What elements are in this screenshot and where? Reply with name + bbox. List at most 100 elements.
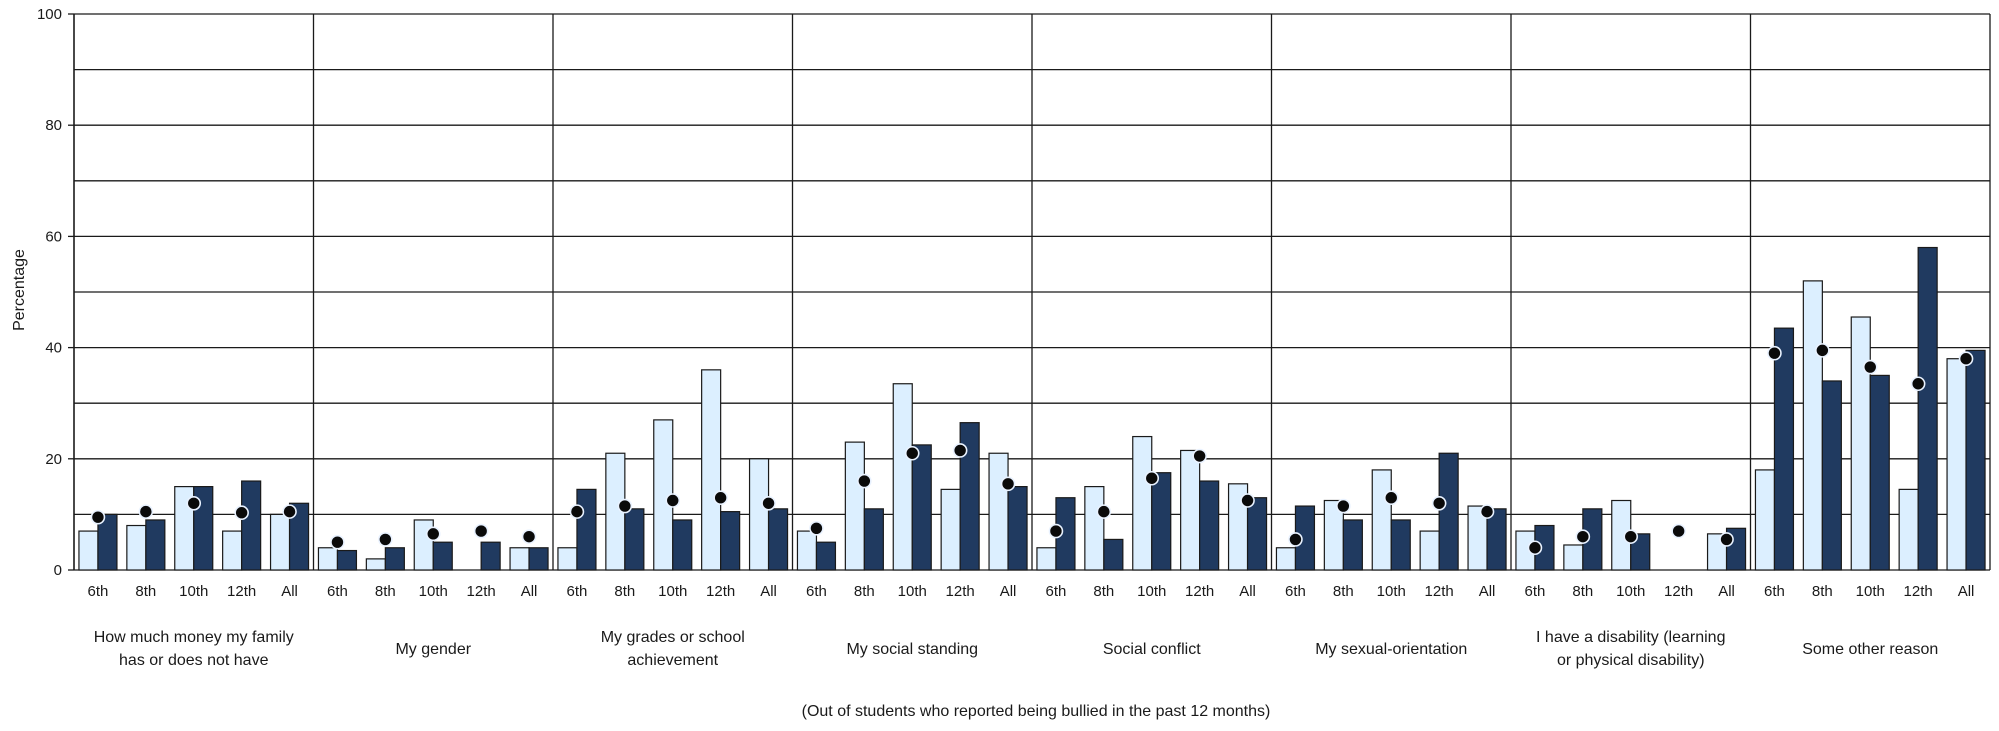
x-tick-label-g1-6th: 6th [327, 583, 348, 600]
bar-dark-g3-All [1007, 486, 1028, 571]
bar-dark-g1-12th [480, 541, 501, 571]
marker-g6-All [1719, 532, 1734, 547]
x-tick-label-g4-8th: 8th [1093, 583, 1114, 600]
x-tick-label-g7-10th: 10th [1856, 583, 1885, 600]
x-tick-label-g4-All: All [1239, 583, 1256, 600]
bar-dark-g2-12th [720, 511, 741, 571]
x-tick-label-g3-12th: 12th [946, 583, 975, 600]
marker-g2-6th [569, 504, 585, 519]
marker-g4-All [1240, 493, 1255, 508]
bar-dark-g4-10th [1151, 472, 1172, 571]
marker-g5-10th [1383, 490, 1399, 506]
bar-light-g3-10th [892, 383, 913, 571]
x-tick-label-g7-All: All [1958, 583, 1975, 600]
y-axis-title: Percentage [11, 249, 28, 331]
bar-light-g4-8th [1084, 486, 1105, 571]
bar-dark-g3-10th [911, 444, 932, 571]
bar-light-g3-All [988, 452, 1009, 571]
marker-g6-6th [1527, 540, 1543, 556]
x-tick-label-g2-12th: 12th [706, 583, 735, 600]
y-tick-label-20: 20 [45, 451, 62, 468]
bar-light-g5-6th [1275, 547, 1297, 571]
x-tick-label-g3-10th: 10th [898, 583, 927, 600]
marker-g7-6th [1767, 345, 1782, 361]
marker-g7-All [1958, 351, 1974, 367]
group-label-g6-line1: or physical disability) [1557, 652, 1705, 669]
y-tick-label-100: 100 [37, 6, 62, 23]
bar-light-g6-8th [1563, 544, 1584, 571]
marker-g2-12th [713, 490, 728, 506]
group-label-g0-line0: How much money my family [94, 629, 294, 646]
marker-g5-12th [1431, 495, 1447, 511]
marker-g1-6th [330, 534, 345, 550]
marker-g3-12th [952, 443, 968, 458]
group-label-g0-line1: has or does not have [119, 652, 269, 669]
x-tick-label-g0-10th: 10th [179, 583, 208, 600]
bar-light-g0-8th [126, 524, 147, 571]
x-tick-label-g3-6th: 6th [806, 583, 827, 600]
bar-dark-g3-6th [815, 541, 837, 571]
x-tick-label-g7-8th: 8th [1812, 583, 1833, 600]
bar-light-g3-12th [940, 488, 961, 571]
x-tick-label-g6-10th: 10th [1616, 583, 1645, 600]
bar-dark-g4-All [1246, 497, 1268, 571]
x-tick-label-g2-8th: 8th [614, 583, 635, 600]
x-tick-label-g6-12th: 12th [1664, 583, 1693, 600]
x-tick-label-g2-6th: 6th [567, 583, 588, 600]
x-tick-label-g6-6th: 6th [1525, 583, 1546, 600]
x-tick-label-g6-8th: 8th [1572, 583, 1593, 600]
bar-dark-g2-8th [624, 508, 645, 571]
bar-dark-g7-12th [1917, 246, 1938, 571]
group-label-g2-line0: My grades or school [601, 629, 745, 646]
y-tick-label-0: 0 [54, 562, 62, 579]
bar-dark-g0-6th [97, 513, 118, 571]
x-tick-label-g0-12th: 12th [227, 583, 256, 600]
bar-dark-g3-8th [863, 508, 884, 571]
marker-g6-12th [1671, 523, 1686, 539]
bar-light-g0-12th [222, 530, 243, 571]
x-tick-label-g4-12th: 12th [1185, 583, 1214, 600]
bar-light-g4-10th [1132, 435, 1153, 571]
bar-dark-g2-All [767, 508, 789, 571]
x-tick-label-g4-10th: 10th [1137, 583, 1166, 600]
bar-light-g1-All [509, 547, 530, 571]
bar-light-g7-6th [1754, 469, 1776, 571]
bar-dark-g1-All [528, 547, 549, 571]
group-label-g7-line0: Some other reason [1802, 641, 1938, 658]
grid-layer [68, 13, 1991, 571]
group-label-g3-line0: My social standing [846, 641, 978, 658]
bar-light-g4-6th [1036, 547, 1057, 571]
marker-g3-10th [904, 445, 920, 461]
bar-light-g0-6th [78, 530, 99, 571]
bar-light-g7-12th [1898, 488, 1919, 571]
bar-dark-g7-6th [1773, 327, 1795, 571]
marker-g5-6th [1288, 532, 1303, 547]
bar-dark-g0-12th [241, 480, 262, 571]
bar-light-g7-8th [1802, 280, 1823, 571]
bar-dark-g0-All [288, 502, 310, 571]
marker-g0-12th [234, 505, 249, 521]
bar-dark-g1-10th [432, 541, 453, 571]
marker-g4-10th [1144, 470, 1160, 486]
marker-g2-All [761, 495, 776, 511]
bar-light-g3-8th [844, 441, 865, 571]
marker-g6-8th [1575, 529, 1591, 544]
marker-g4-8th [1096, 504, 1112, 519]
bar-light-g7-All [1946, 358, 1967, 571]
y-tick-label-60: 60 [45, 228, 62, 245]
bar-dark-g5-10th [1390, 519, 1411, 571]
marker-g2-10th [665, 493, 681, 508]
bar-light-g2-All [748, 458, 770, 571]
group-label-g4-line0: Social conflict [1103, 641, 1201, 658]
marker-g0-6th [90, 509, 106, 525]
bar-dark-g7-10th [1869, 374, 1890, 571]
bar-dark-g7-8th [1821, 380, 1842, 571]
x-tick-label-g0-All: All [281, 583, 298, 600]
x-tick-label-g5-8th: 8th [1333, 583, 1354, 600]
marker-layer [90, 343, 1974, 556]
bar-dark-g7-All [1965, 349, 1986, 571]
marker-g0-10th [186, 495, 202, 511]
group-label-g1-line0: My gender [395, 641, 471, 658]
bar-light-g2-6th [557, 547, 578, 571]
